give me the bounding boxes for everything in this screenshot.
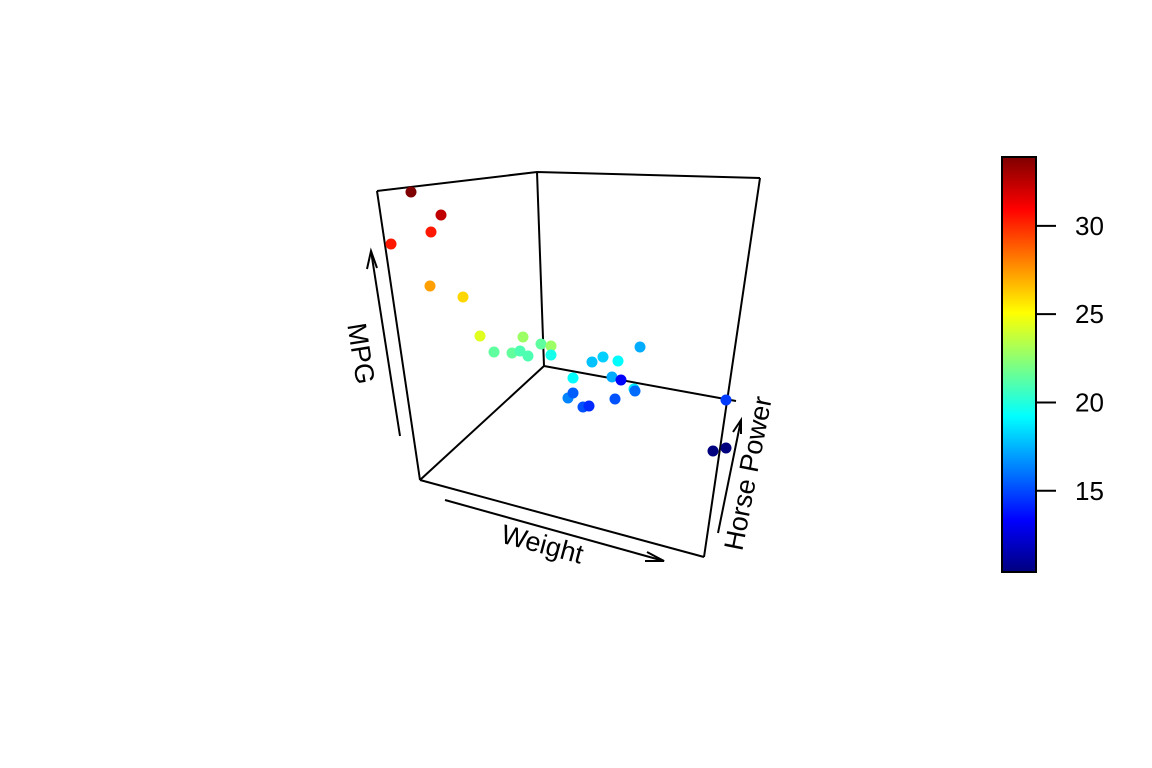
data-point xyxy=(405,186,417,198)
data-point xyxy=(615,374,627,386)
axis-arrows xyxy=(366,247,742,562)
y-axis-label: Horse Power xyxy=(719,394,778,553)
data-point xyxy=(514,345,526,357)
box-top-back-edge xyxy=(376,170,761,192)
data-point xyxy=(517,331,529,343)
data-point xyxy=(435,209,447,221)
data-point xyxy=(612,355,624,367)
data-point xyxy=(545,349,557,361)
mpg-arrowhead xyxy=(366,247,378,270)
box-left-edge xyxy=(376,190,421,481)
data-point xyxy=(597,351,609,363)
data-point xyxy=(488,346,500,358)
data-point xyxy=(629,385,641,397)
colorbar-tick-label: 15 xyxy=(1075,476,1104,506)
data-point xyxy=(474,330,486,342)
data-point xyxy=(609,393,621,405)
box-right-edge xyxy=(703,177,761,558)
colorbar-tick-label: 30 xyxy=(1075,211,1104,241)
weight-axis-arrow xyxy=(444,499,665,562)
data-point xyxy=(567,387,579,399)
plot-box xyxy=(376,170,761,558)
box-inner-floor-right xyxy=(543,365,737,402)
data-point xyxy=(425,226,437,238)
data-point xyxy=(634,341,646,353)
data-point xyxy=(707,445,719,457)
box-inner-vertical xyxy=(536,171,545,367)
data-point xyxy=(567,372,579,384)
data-points xyxy=(385,186,732,457)
data-point xyxy=(586,356,598,368)
data-point xyxy=(720,442,732,454)
weight-arrowhead xyxy=(645,551,665,562)
data-point xyxy=(535,338,547,350)
z-axis-label: MPG xyxy=(341,321,380,386)
data-point xyxy=(720,394,732,406)
data-point xyxy=(424,280,436,292)
data-point xyxy=(522,350,534,362)
colorbar-ticks: 15 20 25 30 xyxy=(1036,211,1104,506)
hp-axis-arrow xyxy=(717,419,742,534)
data-point xyxy=(545,340,557,352)
colorbar xyxy=(1001,156,1037,573)
box-front-bottom-edge xyxy=(419,479,705,558)
data-point xyxy=(385,238,397,250)
mpg-axis-arrow xyxy=(370,250,401,437)
hp-arrowhead xyxy=(732,416,742,434)
colorbar-tick-label: 25 xyxy=(1075,299,1104,329)
data-point xyxy=(583,400,595,412)
colorbar-tick-label: 20 xyxy=(1075,387,1104,417)
data-point xyxy=(457,291,469,303)
data-point xyxy=(606,371,618,383)
box-inner-floor-left xyxy=(419,365,545,481)
